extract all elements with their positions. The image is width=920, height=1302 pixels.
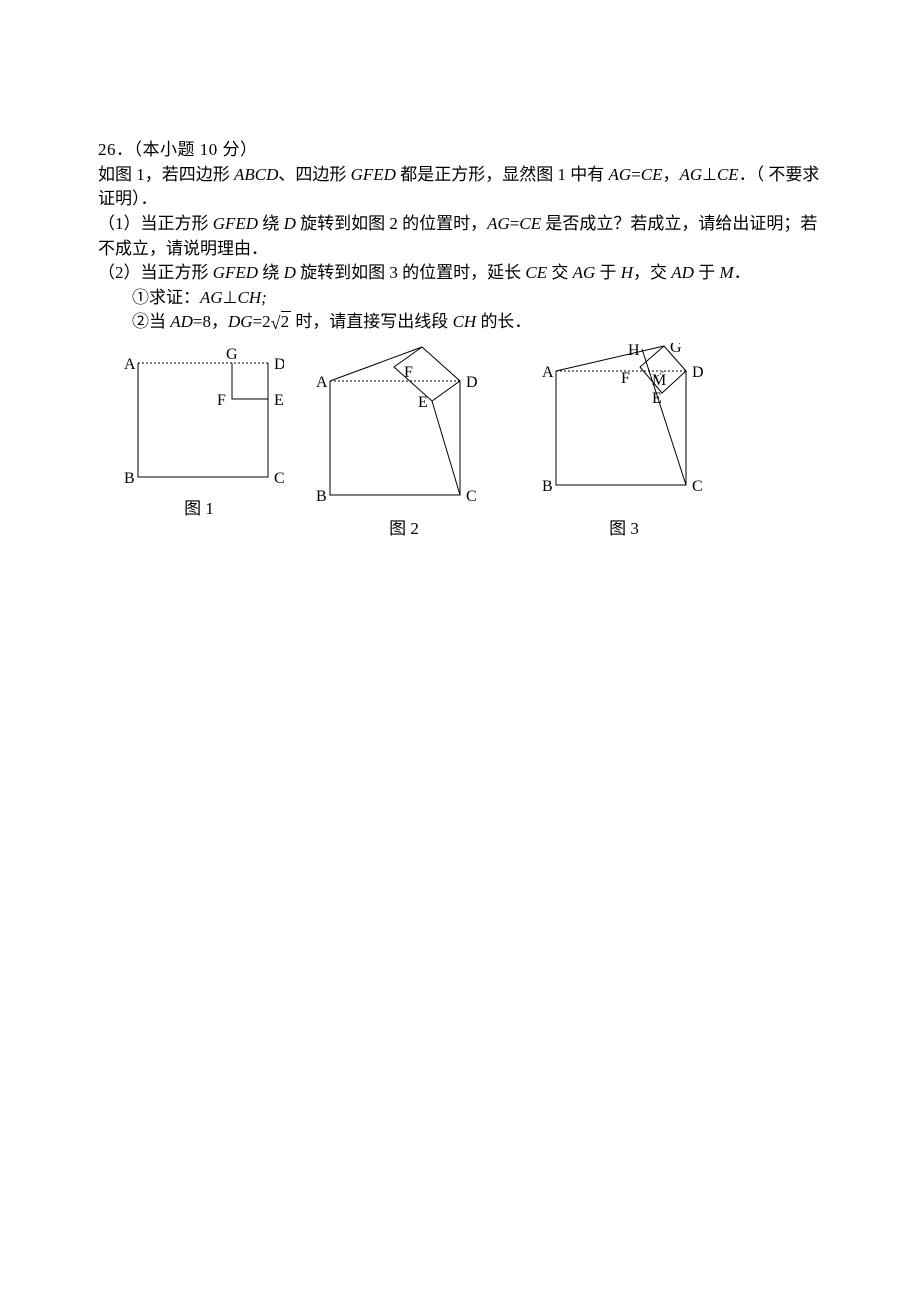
part2-f: ，交 (633, 263, 671, 282)
figure-2-caption: 图 2 (389, 517, 419, 542)
sub2-line: ②当 AD=8，DG=2√2 时，请直接写出线段 CH 的长． (132, 310, 828, 336)
ce-4: CE (525, 263, 547, 282)
stem-text-2: 、四边形 (278, 165, 350, 184)
svg-text:A: A (316, 374, 328, 391)
sub2-f: 时，请直接写出线段 (291, 312, 453, 331)
figure-3-caption: 图 3 (609, 517, 639, 542)
part2-d: 交 (547, 263, 573, 282)
abcd: ABCD (234, 165, 278, 184)
comma-1: ， (662, 165, 679, 184)
sub2-h: 的长． (476, 312, 531, 331)
part2-e: 于 (595, 263, 621, 282)
part1-b: 绕 (258, 214, 284, 233)
svg-text:G: G (418, 343, 430, 346)
stem-text-3: 都是正方形，显然图 1 中有 (396, 165, 609, 184)
eq-op: = (631, 165, 641, 184)
figure-3-svg: A D B C G F E HM (524, 343, 724, 513)
svg-text:H: H (628, 343, 640, 359)
sub2-a: ②当 (132, 312, 170, 331)
part2-line: （2）当正方形 GFED 绕 D 旋转到如图 3 的位置时，延长 CE 交 AG… (98, 261, 828, 286)
ce-1: CE (641, 165, 663, 184)
svg-text:D: D (274, 356, 284, 373)
part1-c: 旋转到如图 2 的位置时， (296, 214, 487, 233)
ag-2: AG (679, 165, 702, 184)
gfed-2: GFED (213, 214, 258, 233)
sub2-c: =8， (193, 312, 228, 331)
svg-text:E: E (652, 390, 662, 407)
figure-2-svg: A D B C G EF (304, 343, 504, 513)
gfed-3: GFED (213, 263, 258, 282)
figure-3: A D B C G F E HM 图 3 (524, 343, 724, 542)
part2-g: 于 (694, 263, 720, 282)
stem-text-1: 如图 1，若四边形 (98, 165, 234, 184)
svg-text:C: C (692, 478, 703, 495)
ag-4: AG (573, 263, 596, 282)
svg-text:F: F (404, 364, 413, 381)
sub1-d: CH (237, 288, 261, 307)
svg-text:E: E (418, 394, 428, 411)
d-1: D (284, 214, 296, 233)
svg-text:E: E (274, 392, 284, 409)
figure-1-svg: A D B C G E F (114, 343, 284, 493)
svg-text:C: C (274, 470, 284, 487)
part1-a: （1）当正方形 (98, 214, 213, 233)
svg-text:B: B (124, 470, 135, 487)
figure-1: A D B C G E F 图 1 (114, 343, 284, 522)
sub2-g: CH (453, 312, 477, 331)
ad-1: AD (671, 263, 694, 282)
sub2-b: AD (170, 312, 193, 331)
d-2: D (284, 263, 296, 282)
stem-line: 如图 1，若四边形 ABCD、四边形 GFED 都是正方形，显然图 1 中有 A… (98, 163, 828, 212)
sub1-line: ①求证：AG⊥CH; (132, 286, 828, 311)
svg-text:G: G (226, 346, 238, 363)
eq-op-2: = (510, 214, 520, 233)
gfed: GFED (351, 165, 396, 184)
svg-text:B: B (542, 478, 553, 495)
ce-2: CE (717, 165, 739, 184)
sub1-c: ⊥ (223, 288, 238, 307)
sub1-e: ; (261, 288, 267, 307)
part2-a: （2）当正方形 (98, 263, 213, 282)
ag-3: AG (487, 214, 510, 233)
page-content: 26．（本小题 10 分） 如图 1，若四边形 ABCD、四边形 GFED 都是… (0, 0, 920, 541)
part1-line: （1）当正方形 GFED 绕 D 旋转到如图 2 的位置时，AG=CE 是否成立… (98, 212, 828, 261)
svg-text:D: D (692, 364, 704, 381)
svg-text:F: F (217, 392, 226, 409)
sub1-b: AG (200, 288, 223, 307)
svg-text:D: D (466, 374, 478, 391)
figure-2: A D B C G EF 图 2 (304, 343, 504, 542)
svg-text:B: B (316, 488, 327, 505)
sub2-d: DG (228, 312, 253, 331)
ce-3: CE (519, 214, 541, 233)
sub2-e: =2 (253, 312, 271, 331)
m-1: M (719, 263, 733, 282)
svg-text:F: F (621, 370, 630, 387)
ag-1: AG (608, 165, 631, 184)
svg-text:C: C (466, 488, 477, 505)
figures-row: ADBCGEF 图 1 ADBCGEF 图 2 ADBCGFEHM 图 3 (114, 343, 832, 542)
svg-text:M: M (652, 372, 666, 389)
perp-1: ⊥ (702, 165, 717, 184)
svg-text:A: A (124, 356, 136, 373)
part2-b: 绕 (258, 263, 284, 282)
sub1-a: ①求证： (132, 288, 200, 307)
part2-h: ． (734, 263, 751, 282)
question-number: 26．（本小题 10 分） (98, 138, 828, 163)
h-1: H (621, 263, 633, 282)
sqrt-2: √2 (271, 310, 291, 336)
part2-c: 旋转到如图 3 的位置时，延长 (296, 263, 526, 282)
svg-text:G: G (670, 343, 682, 356)
svg-text:A: A (542, 364, 554, 381)
figure-1-caption: 图 1 (184, 497, 214, 522)
